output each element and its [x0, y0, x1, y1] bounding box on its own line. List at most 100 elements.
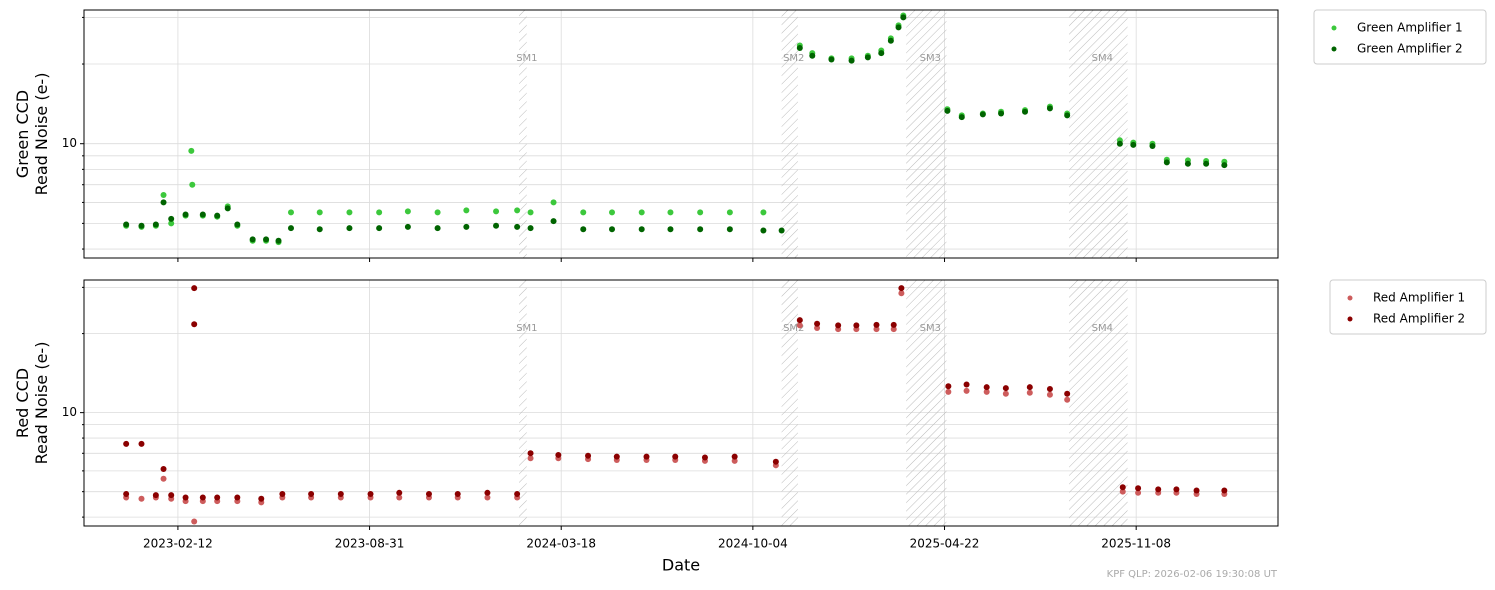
data-point: [796, 317, 803, 324]
y-axis-label: Red CCDRead Noise (e-): [13, 342, 51, 465]
x-axis-label: Date: [662, 556, 700, 575]
data-point: [214, 212, 221, 219]
y-axis-label-line: Red CCD: [13, 368, 32, 438]
data-point: [828, 56, 835, 63]
data-point: [527, 225, 534, 232]
data-point: [404, 223, 411, 230]
data-point: [346, 225, 353, 232]
data-point: [138, 495, 145, 502]
data-point: [580, 226, 587, 233]
legend-marker: [1331, 46, 1337, 52]
data-point: [493, 222, 500, 229]
data-point: [188, 147, 195, 154]
footer: KPF QLP: 2026-02-06 19:30:08 UT: [1107, 569, 1278, 580]
data-point: [697, 226, 704, 233]
shaded-region: [1069, 10, 1128, 258]
data-point: [772, 458, 779, 465]
data-point: [1149, 143, 1156, 150]
legend-label: Green Amplifier 1: [1357, 21, 1463, 35]
data-point: [890, 326, 897, 333]
data-point: [138, 440, 145, 447]
data-point: [898, 290, 905, 297]
data-point: [1193, 487, 1200, 494]
data-point: [191, 321, 198, 328]
data-point: [287, 225, 294, 232]
data-point: [160, 475, 167, 482]
data-point: [404, 208, 411, 215]
data-point: [316, 209, 323, 216]
data-point: [760, 209, 767, 216]
data-point: [263, 236, 270, 243]
data-point: [963, 381, 970, 388]
data-point: [796, 44, 803, 51]
data-point: [643, 453, 650, 460]
x-tick-label: 2025-04-22: [910, 537, 980, 551]
data-point: [898, 285, 905, 292]
data-point: [1026, 384, 1033, 391]
data-point: [275, 237, 282, 244]
data-point: [123, 490, 130, 497]
data-point: [214, 494, 221, 501]
data-point: [1064, 390, 1071, 397]
data-point: [613, 453, 620, 460]
axes-frame: [83, 279, 1279, 527]
data-point: [979, 111, 986, 118]
data-point: [672, 453, 679, 460]
data-point: [316, 226, 323, 233]
data-point: [1184, 160, 1191, 167]
data-point: [667, 209, 674, 216]
shaded-region: [906, 280, 947, 526]
data-point: [189, 181, 196, 188]
data-point: [814, 320, 821, 327]
data-point: [138, 222, 145, 229]
data-point: [1002, 390, 1009, 397]
shaded-region: [781, 10, 798, 258]
data-point: [945, 383, 952, 390]
data-point: [726, 209, 733, 216]
region-label: SM2: [783, 323, 804, 334]
shaded-region: [781, 280, 798, 526]
data-point: [527, 450, 534, 457]
data-point: [1002, 385, 1009, 392]
data-point: [1026, 389, 1033, 396]
data-point: [367, 490, 374, 497]
data-point: [809, 52, 816, 59]
shaded-region: [1069, 280, 1128, 526]
data-point: [835, 322, 842, 329]
data-point: [873, 326, 880, 333]
data-point: [337, 490, 344, 497]
data-point: [555, 451, 562, 458]
data-point: [963, 387, 970, 394]
data-point: [1221, 162, 1228, 169]
data-point: [895, 24, 902, 31]
data-point: [1046, 386, 1053, 393]
data-point: [160, 192, 167, 199]
data-point: [1119, 484, 1126, 491]
data-point: [848, 57, 855, 64]
data-point: [585, 452, 592, 459]
y-tick-label: 10: [62, 405, 77, 419]
data-point: [396, 489, 403, 496]
data-point: [638, 209, 645, 216]
data-point: [1130, 141, 1137, 148]
y-axis-label-line: Read Noise (e-): [32, 73, 51, 196]
data-point: [463, 223, 470, 230]
data-point: [234, 221, 241, 228]
region-label: SM4: [1092, 323, 1113, 334]
legend-marker: [1331, 25, 1337, 31]
region-label: SM4: [1092, 53, 1113, 64]
data-point: [550, 199, 557, 206]
data-point: [527, 455, 534, 462]
data-point: [287, 209, 294, 216]
data-point: [152, 221, 159, 228]
data-point: [958, 114, 965, 121]
data-point: [887, 37, 894, 44]
data-point: [152, 492, 159, 499]
data-point: [853, 322, 860, 329]
data-point: [1135, 489, 1142, 496]
x-tick-label: 2024-10-04: [718, 537, 788, 551]
data-point: [434, 209, 441, 216]
legend-label: Green Amplifier 2: [1357, 42, 1463, 56]
data-point: [1046, 105, 1053, 112]
